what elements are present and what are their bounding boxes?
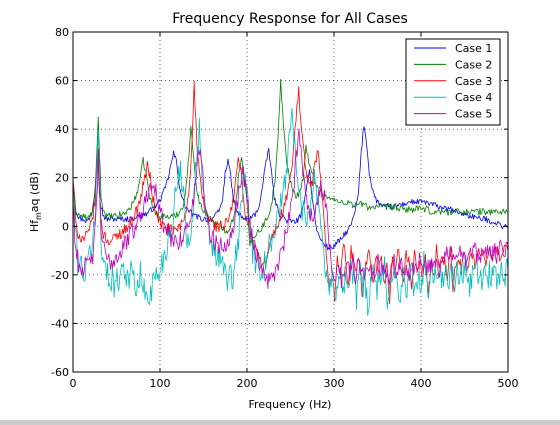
series-line-5 <box>73 128 508 289</box>
legend-label: Case 4 <box>455 91 492 104</box>
legend-label: Case 2 <box>455 58 492 71</box>
y-axis-label-main: Hf <box>28 219 41 232</box>
x-tick-label: 0 <box>70 377 77 390</box>
y-tick-label: -20 <box>51 269 69 282</box>
legend-label: Case 5 <box>455 108 492 121</box>
legend: Case 1 Case 2 Case 3 Case 4 Case 5 <box>405 38 501 126</box>
x-tick-label: 300 <box>324 377 345 390</box>
legend-box <box>405 38 501 126</box>
x-axis-label: Frequency (Hz) <box>249 398 332 411</box>
y-tick-label: 20 <box>55 172 69 185</box>
x-tick-label: 400 <box>411 377 432 390</box>
x-tick-label: 200 <box>237 377 258 390</box>
ticks <box>72 31 509 373</box>
plot-frame <box>72 31 509 373</box>
y-axis-label-rest: aq (dB) <box>28 172 41 212</box>
legend-label: Case 3 <box>455 75 492 88</box>
series-line-4 <box>73 107 508 316</box>
series-line-1 <box>73 126 508 251</box>
x-tick-label: 500 <box>498 377 519 390</box>
y-tick-label: 40 <box>55 123 69 136</box>
y-tick-label: -60 <box>51 366 69 379</box>
y-tick-label: 80 <box>55 26 69 39</box>
legend-label: Case 1 <box>455 42 492 55</box>
x-tick-label: 100 <box>150 377 171 390</box>
tick-labels: 0 100 200 300 400 500 -60 -40 -20 0 20 40 60 80 <box>51 26 518 390</box>
y-tick-label: 0 <box>62 220 69 233</box>
chart-title: Frequency Response for All Cases <box>172 11 408 27</box>
y-axis-label-subscript: m <box>34 212 43 220</box>
series-group <box>73 78 508 316</box>
y-tick-label: 60 <box>55 75 69 88</box>
y-tick-label: -40 <box>51 317 69 330</box>
series-line-2 <box>73 78 508 247</box>
y-axis-label: Hfmaq (dB) <box>28 172 43 232</box>
